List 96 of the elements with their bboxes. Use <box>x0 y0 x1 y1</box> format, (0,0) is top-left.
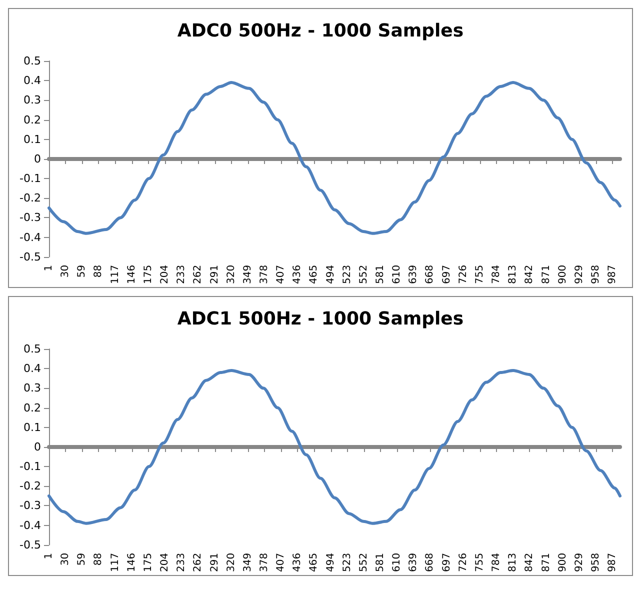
y-tick-label: 0.5 <box>24 54 41 68</box>
chart-title: ADC0 500Hz - 1000 Samples <box>177 20 464 42</box>
x-tick-label: 813 <box>508 264 519 284</box>
x-tick-label: 407 <box>276 552 287 572</box>
line-series <box>48 81 622 235</box>
x-tick-label: 523 <box>342 552 353 572</box>
x-tick-label: 1 <box>44 264 54 272</box>
x-tick-label: 378 <box>258 552 270 572</box>
x-tick-label: 610 <box>392 552 403 572</box>
x-tick-label: 639 <box>408 264 420 284</box>
x-tick-label: 465 <box>308 552 320 572</box>
x-tick-label: 871 <box>540 264 552 284</box>
y-tick-label: 0.3 <box>24 94 41 107</box>
y-tick-label: -0.5 <box>20 250 41 264</box>
x-tick-label: 204 <box>160 552 171 572</box>
x-tick-label: 552 <box>358 264 370 284</box>
x-tick-label: 755 <box>474 264 486 284</box>
y-tick-label: 0.2 <box>24 401 41 414</box>
x-tick-label: 581 <box>375 264 386 284</box>
x-tick-label: 291 <box>209 552 220 572</box>
x-tick-label: 987 <box>607 552 618 572</box>
x-tick-label: 436 <box>292 264 304 284</box>
y-tick-label: 0.1 <box>24 132 41 146</box>
x-tick-label: 755 <box>474 552 486 572</box>
x-tick-label: 668 <box>424 264 436 284</box>
y-tick-label: -0.3 <box>20 211 41 224</box>
x-tick-label: 494 <box>325 264 336 284</box>
x-tick-label: 233 <box>176 552 188 572</box>
y-tick-label: -0.1 <box>20 172 41 186</box>
x-tick-label: 146 <box>126 264 138 284</box>
x-tick-label: 30 <box>60 264 72 278</box>
y-tick-label: 0.1 <box>24 420 41 434</box>
x-tick-label: 320 <box>226 264 237 284</box>
x-tick-label: 639 <box>408 552 420 572</box>
x-tick-label: 465 <box>308 264 320 284</box>
x-tick-label: 1 <box>44 552 54 560</box>
y-tick-label: 0.5 <box>24 342 41 356</box>
y-tick-label: -0.2 <box>20 192 41 205</box>
y-tick-label: 0.3 <box>24 382 41 395</box>
y-tick-label: -0.3 <box>20 499 41 512</box>
line-series <box>48 369 622 525</box>
x-tick-label: 59 <box>76 264 88 278</box>
x-tick-label: 900 <box>557 264 568 284</box>
x-tick-label: 30 <box>60 552 72 566</box>
x-tick-label: 784 <box>491 552 502 572</box>
x-tick-label: 842 <box>524 264 536 284</box>
x-tick-label: 697 <box>441 552 452 572</box>
x-tick-label: 697 <box>441 264 452 284</box>
x-tick-label: 349 <box>242 264 254 284</box>
x-tick-label: 262 <box>192 264 204 284</box>
x-tick-label: 320 <box>226 552 237 572</box>
x-tick-label: 929 <box>574 552 585 572</box>
x-tick-label: 88 <box>93 264 104 278</box>
x-tick-label: 117 <box>110 552 121 572</box>
x-tick-label: 349 <box>242 552 254 572</box>
y-tick-label: 0 <box>34 440 41 454</box>
y-tick-label: -0.1 <box>20 460 41 474</box>
x-tick-label: 407 <box>276 264 287 284</box>
x-tick-label: 581 <box>375 552 386 572</box>
x-tick-label: 146 <box>126 552 138 572</box>
y-tick-label: 0.2 <box>24 113 41 126</box>
x-tick-label: 784 <box>491 264 502 284</box>
x-tick-label: 668 <box>424 552 436 572</box>
x-tick-label: 900 <box>557 552 568 572</box>
y-tick-label: -0.5 <box>20 538 41 552</box>
x-tick-label: 117 <box>110 264 121 284</box>
x-tick-label: 813 <box>508 552 519 572</box>
x-tick-label: 494 <box>325 552 336 572</box>
x-tick-label: 523 <box>342 264 353 284</box>
x-tick-label: 175 <box>142 552 154 572</box>
x-tick-label: 871 <box>540 552 552 572</box>
x-tick-label: 987 <box>607 264 618 284</box>
x-tick-label: 175 <box>142 264 154 284</box>
x-tick-label: 958 <box>590 264 602 284</box>
x-tick-label: 59 <box>76 552 88 566</box>
x-tick-label: 552 <box>358 552 370 572</box>
x-tick-label: 262 <box>192 552 204 572</box>
x-tick-label: 726 <box>458 264 469 284</box>
x-tick-label: 842 <box>524 552 536 572</box>
x-tick-label: 378 <box>258 264 270 284</box>
x-tick-label: 291 <box>209 264 220 284</box>
x-tick-label: 436 <box>292 552 304 572</box>
x-tick-label: 929 <box>574 264 585 284</box>
y-tick-label: 0 <box>34 152 41 166</box>
x-tick-label: 610 <box>392 264 403 284</box>
y-tick-label: 0.4 <box>24 74 41 88</box>
x-tick-label: 233 <box>176 264 188 284</box>
x-tick-label: 204 <box>160 264 171 284</box>
y-tick-label: -0.4 <box>20 230 41 244</box>
y-tick-label: -0.2 <box>20 480 41 493</box>
y-tick-label: -0.4 <box>20 518 41 532</box>
x-tick-label: 88 <box>93 552 104 566</box>
y-tick-label: 0.4 <box>24 362 41 376</box>
chart-title: ADC1 500Hz - 1000 Samples <box>177 308 464 330</box>
x-tick-label: 958 <box>590 552 602 572</box>
x-tick-label: 726 <box>458 552 469 572</box>
